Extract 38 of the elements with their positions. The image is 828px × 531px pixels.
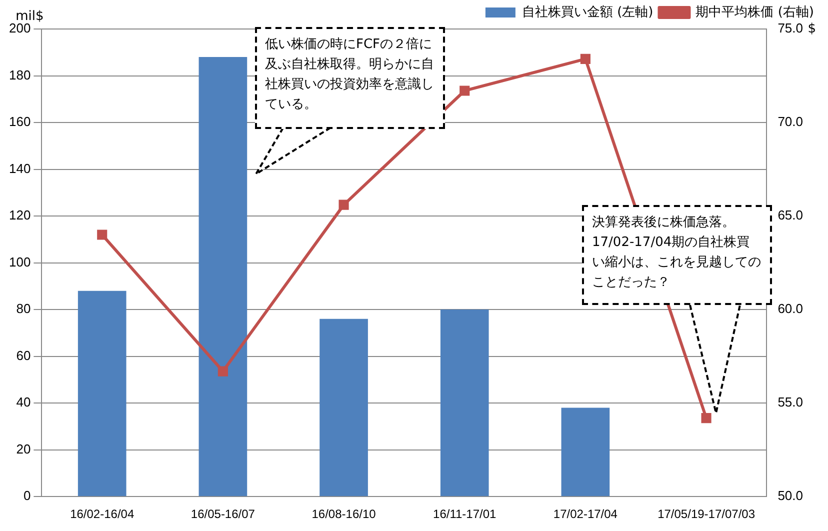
y2-tick-label: 65.0	[778, 208, 804, 223]
y-tick-label: 160	[8, 114, 31, 130]
bar	[198, 57, 248, 496]
y-tick-label: 140	[8, 160, 31, 176]
y-tick-label: 60	[16, 348, 31, 363]
y2-tick-label: 55.0	[778, 394, 804, 410]
point	[338, 200, 349, 210]
y-tick-label: 180	[8, 67, 31, 82]
y2-tick-label: 50.0	[778, 488, 804, 504]
bar	[561, 408, 610, 496]
y-tick-label: 20	[16, 441, 31, 456]
y2-tick-label: 60.0	[778, 301, 804, 316]
legend-label: 期中平均株価 (右軸)	[696, 4, 814, 20]
point	[580, 54, 590, 64]
x-tick-label: 16/05-16/07	[190, 507, 256, 522]
y-tick-label: 80	[16, 301, 31, 316]
y2-tick-label: 75.0	[778, 20, 804, 36]
annotation: 決算発表後に株価急落。17/02-17/04期の自社株買い縮小は、これを見越してのことだった？	[582, 205, 772, 305]
y2-tick-label: 70.0	[778, 114, 804, 130]
point	[701, 413, 712, 424]
x-tick-label: 17/05/19-17/07/03	[658, 507, 756, 522]
x-tick-label: 17/02-17/04	[553, 507, 618, 522]
point	[97, 230, 108, 240]
bar	[440, 310, 489, 496]
y-tick-label: 100	[8, 254, 31, 270]
point	[218, 366, 228, 376]
bar	[320, 318, 368, 496]
point	[460, 86, 470, 96]
y-tick-label: 120	[8, 208, 31, 223]
bar	[78, 290, 126, 496]
x-tick-label: 16/02-16/04	[70, 507, 134, 522]
legend-label: 自社株買い金額 (左軸)	[522, 4, 654, 20]
x-tick-label: 16/08-16/10	[312, 507, 376, 522]
y2-axis-title: $	[808, 21, 816, 36]
annotation: 低い株価の時にFCFの２倍に及ぶ自社株取得。明らかに自社株買いの投資効率を意識している。	[255, 27, 445, 129]
y-tick-label: 40	[16, 394, 31, 410]
y-tick-label: 0	[23, 488, 31, 504]
x-tick-label: 16/11-17/01	[433, 507, 497, 522]
